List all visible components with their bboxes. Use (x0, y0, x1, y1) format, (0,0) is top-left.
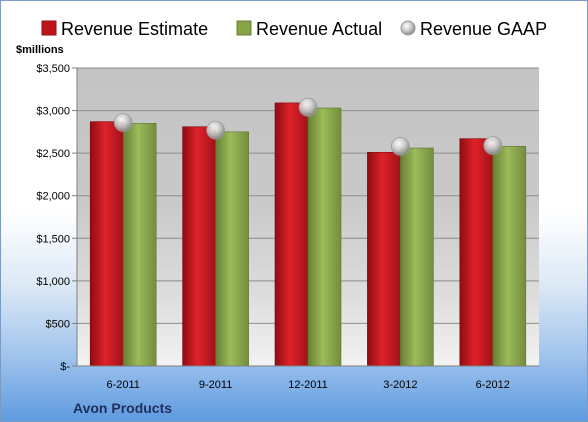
legend-label-actual: Revenue Actual (256, 19, 382, 39)
bars (89, 102, 527, 367)
y-tick-label: $- (60, 361, 70, 373)
y-axis: $- $500 $1,000 $1,500 $2,000 $2,500 $3,000 $3,5… (36, 63, 78, 373)
y-unit-label: $millions (16, 44, 64, 56)
y-tick-label: $500 (46, 318, 70, 330)
y-tick-label: $3,000 (36, 106, 70, 118)
legend-item-actual: Revenue Actual (236, 19, 382, 39)
x-axis: 6-2011 9-2011 12-2011 3-2012 6-2012 (77, 365, 539, 391)
x-tick-label: 6-2012 (476, 379, 510, 391)
bar-revenue-estimate (274, 102, 309, 367)
y-tick-label: $3,500 (36, 63, 70, 75)
legend-swatch-gaap (400, 20, 416, 36)
x-tick-label: 3-2012 (383, 379, 417, 391)
bar-revenue-estimate (182, 126, 216, 367)
legend-label-estimate: Revenue Estimate (61, 19, 208, 39)
marker-revenue-gaap (206, 120, 226, 140)
y-tick-label: $2,000 (36, 191, 70, 203)
legend-swatch-actual (236, 20, 252, 36)
marker-revenue-gaap (390, 136, 410, 156)
gaap-markers (113, 97, 503, 156)
legend: Revenue Estimate Revenue Actual Revenue … (41, 19, 547, 39)
legend-label-gaap: Revenue GAAP (420, 19, 547, 39)
bar-revenue-actual (492, 146, 527, 367)
marker-revenue-gaap (113, 113, 133, 132)
y-tick-label: $1,000 (36, 276, 70, 288)
legend-item-estimate: Revenue Estimate (41, 19, 208, 39)
x-tick-label: 6-2011 (106, 379, 139, 391)
bar-revenue-actual (122, 123, 157, 367)
legend-item-gaap: Revenue GAAP (400, 19, 547, 39)
bar-revenue-actual (215, 131, 249, 367)
y-tick-label: $2,500 (36, 148, 70, 160)
x-tick-label: 12-2011 (288, 379, 328, 391)
bar-revenue-estimate (459, 138, 494, 367)
marker-revenue-gaap (483, 136, 503, 155)
legend-swatch-estimate (41, 20, 57, 36)
x-tick-label: 9-2011 (199, 379, 232, 391)
bar-revenue-estimate (89, 121, 124, 367)
marker-revenue-gaap (298, 97, 318, 117)
bar-revenue-estimate (367, 151, 401, 367)
company-name: Avon Products (73, 400, 172, 416)
bar-revenue-actual (307, 107, 342, 367)
y-tick-label: $1,500 (36, 233, 70, 245)
bar-revenue-actual (400, 147, 434, 367)
